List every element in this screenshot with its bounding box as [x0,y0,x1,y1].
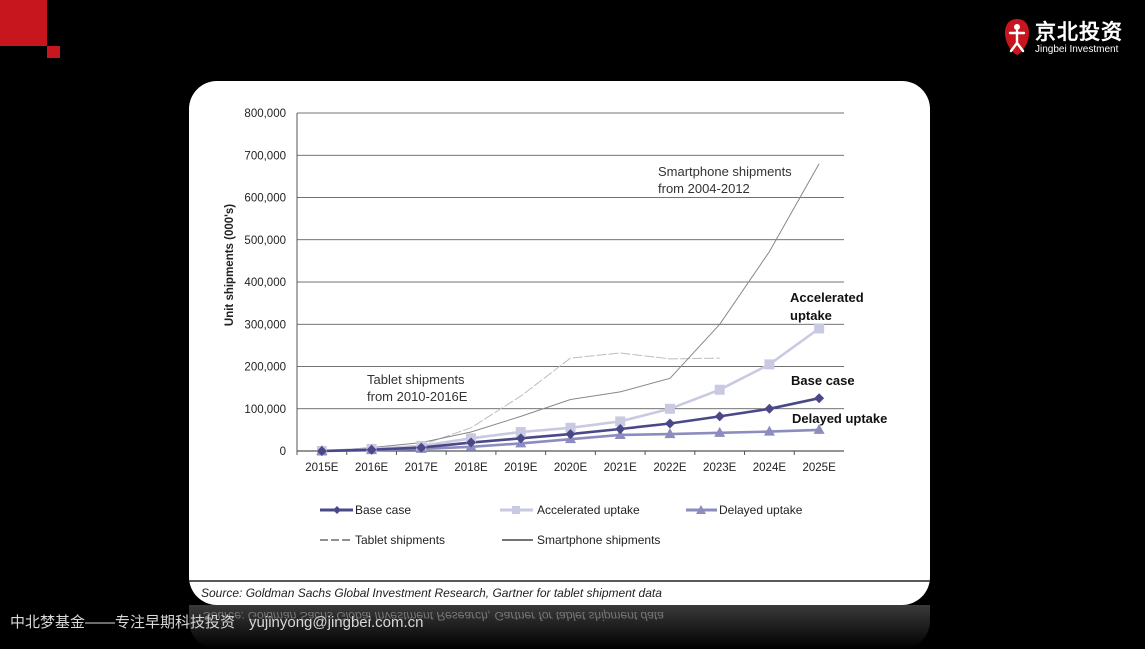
legend-marker-delayed [696,505,706,514]
card-reflection: Source: Goldman Sachs Global Investment … [189,605,930,649]
x-tick-label: 2021E [604,462,638,474]
data-point-base-case [416,442,427,453]
data-point-accelerated-uptake [714,384,725,395]
annotation-accelerated-line1: Accelerated [790,290,864,305]
data-point-base-case [714,411,725,422]
corner-accent-block [0,0,47,46]
data-point-base-case [466,437,477,448]
chart-series-markers [316,323,825,456]
data-point-delayed-uptake [763,425,775,436]
annotation-tablet-line2: from 2010-2016E [367,389,468,404]
data-point-base-case [515,433,526,444]
data-point-base-case [664,418,675,429]
chart-gridlines [296,112,844,455]
data-point-base-case [366,444,377,455]
chart-series-lines [321,163,820,453]
annotation-smartphone-line1: Smartphone shipments [658,164,792,179]
brand-logo: 京北投资 Jingbei Investment [1004,16,1134,60]
source-note: Source: Goldman Sachs Global Investment … [201,586,662,600]
legend-label-base-case: Base case [355,503,411,517]
brand-mark-icon [1005,19,1029,55]
data-point-base-case [764,403,775,414]
x-tick-label: 2023E [703,462,737,474]
brand-name-en: Jingbei Investment [1035,44,1119,55]
x-tick-label: 2022E [653,462,687,474]
y-tick-label: 200,000 [244,362,286,374]
annotation-tablet-line1: Tablet shipments [367,372,465,387]
y-tick-label: 800,000 [244,108,286,120]
data-point-base-case [316,446,327,456]
legend-label-accelerated: Accelerated uptake [537,503,640,517]
y-tick-label: 100,000 [244,404,286,416]
data-point-accelerated-uptake [664,403,675,414]
footer-bar: 中北梦基金——专注早期科技投资 yujinyong@jingbei.com.cn [10,611,424,632]
data-point-delayed-uptake [714,426,726,437]
annotation-delayed-uptake: Delayed uptake [792,411,887,426]
x-tick-label: 2016E [355,462,389,474]
y-tick-label: 700,000 [244,150,286,162]
annotation-base-case: Base case [791,373,855,388]
data-point-base-case [814,393,825,404]
x-tick-label: 2025E [803,462,837,474]
x-tick-label: 2017E [405,462,439,474]
legend-label-tablet: Tablet shipments [355,533,445,547]
data-point-accelerated-uptake [615,416,626,427]
legend-marker-base-case [333,506,341,514]
data-point-delayed-uptake [813,423,825,434]
x-tick-label: 2018E [454,462,488,474]
y-tick-label: 600,000 [244,193,286,205]
shipments-chart: 800,000 700,000 600,000 500,000 400,000 300,0… [189,108,930,600]
legend-label-smartphone: Smartphone shipments [537,533,660,547]
y-tick-labels: 800,000 700,000 600,000 500,000 400,000 300,0… [244,108,286,458]
chart-legend: Base case Accelerated uptake Delayed upt… [320,503,803,547]
y-tick-label: 0 [280,446,286,458]
y-tick-label: 500,000 [244,235,286,247]
data-point-base-case [615,424,626,435]
data-point-base-case [565,429,576,440]
footer-email: yujinyong@jingbei.com.cn [249,614,424,631]
y-tick-label: 400,000 [244,277,286,289]
annotation-accelerated-line2: uptake [790,308,832,323]
data-point-accelerated-uptake [515,426,526,437]
x-tick-label: 2020E [554,462,588,474]
corner-accent-small-block [47,46,60,58]
brand-name-cn: 京北投资 [1035,21,1123,44]
y-axis-label: Unit shipments (000's) [224,204,236,326]
chart-card: 800,000 700,000 600,000 500,000 400,000 300,0… [189,81,930,605]
series-line-smartphone-shipments [321,163,820,452]
x-tick-label: 2019E [504,462,538,474]
annotation-smartphone-line2: from 2004-2012 [658,181,750,196]
y-tick-label: 300,000 [244,319,286,331]
x-tick-labels: 2015E 2016E 2017E 2018E 2019E 2020E 2021E 2022E… [305,462,836,474]
legend-label-delayed: Delayed uptake [719,503,803,517]
data-point-accelerated-uptake [814,323,825,334]
data-point-accelerated-uptake [565,422,576,433]
footer-tagline: 中北梦基金——专注早期科技投资 [10,614,236,631]
legend-marker-accelerated [512,506,520,514]
x-tick-label: 2015E [305,462,339,474]
data-point-delayed-uptake [664,428,676,439]
x-tick-label: 2024E [753,462,787,474]
data-point-accelerated-uptake [764,359,775,370]
